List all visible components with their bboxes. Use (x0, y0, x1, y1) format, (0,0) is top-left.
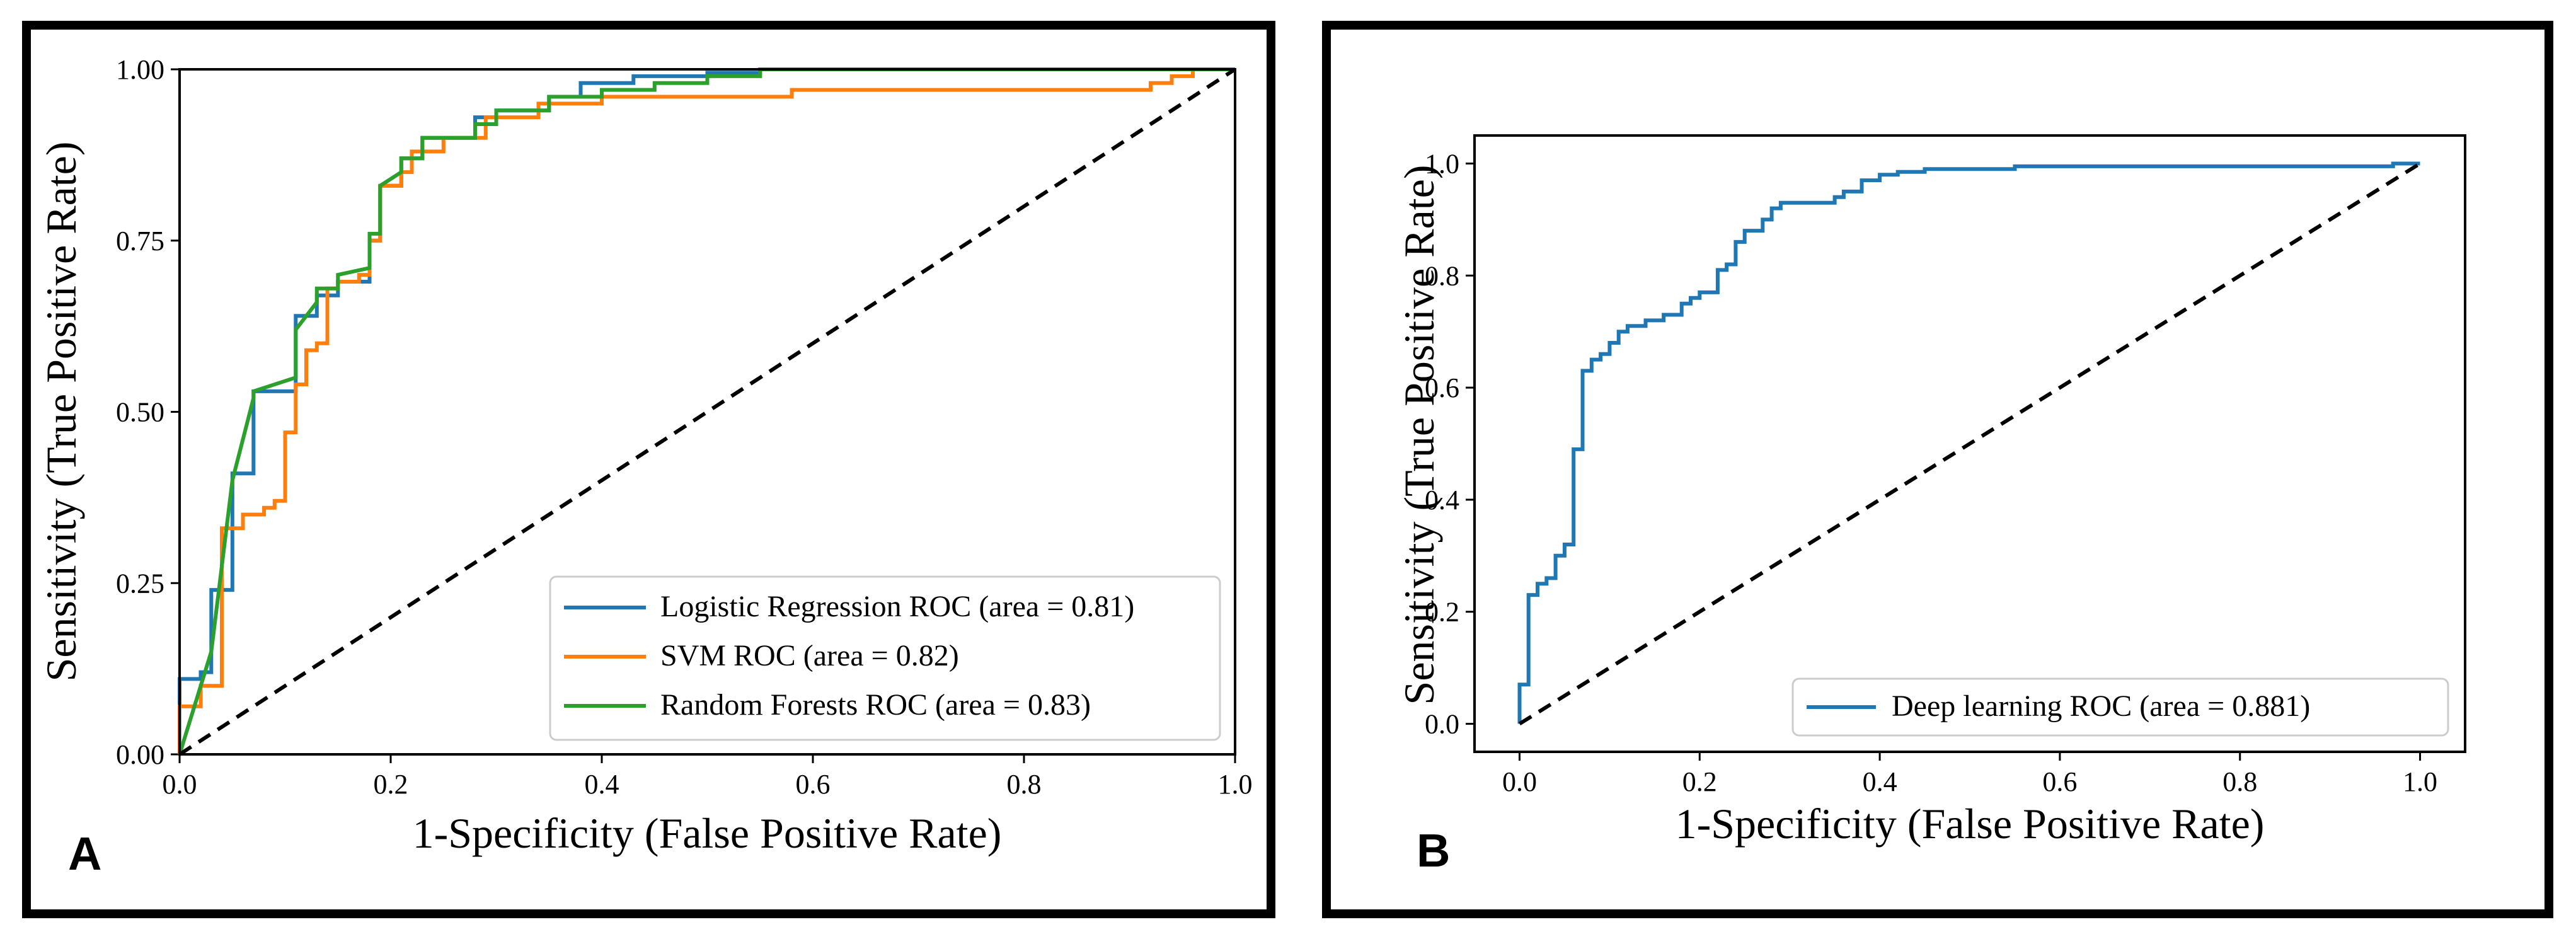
panel-a-letter: A (68, 827, 101, 880)
a-y-tick-label: 0.00 (116, 739, 164, 770)
a-y-tick-label: 0.25 (116, 568, 164, 599)
legend-label-logistic: Logistic Regression ROC (area = 0.81) (660, 590, 1134, 623)
b-y-tick-label: 0.8 (1425, 260, 1459, 291)
roc-curve-random-forests-roc (178, 67, 1235, 755)
b-x-tick-label: 0.8 (2222, 766, 2257, 797)
b-x-tick-label: 0.6 (2042, 766, 2077, 797)
panel-a-series (178, 67, 1236, 756)
panel-b-x-axis-label: 1-Specificity (False Positive Rate) (1676, 800, 2265, 848)
legend-label-svm: SVM ROC (area = 0.82) (660, 639, 959, 672)
panel-a-frame (22, 21, 1275, 918)
panel-b-y-axis-label: Sensitivity (True Positive Rate) (1395, 165, 1443, 705)
chance-diagonal-line (178, 67, 1236, 756)
panel-b-ticks: 0.0 0.2 0.4 0.6 0.8 1.0 0.0 0.2 0.4 0.6 0.8 1.0 (1425, 148, 2437, 797)
a-y-tick-label: 0.50 (116, 397, 164, 428)
a-x-tick-label: 0.6 (796, 769, 831, 800)
panel-a-legend: Logistic Regression ROC (area = 0.81) SV… (549, 575, 1221, 741)
a-x-tick-label: 0.0 (163, 769, 197, 800)
chance-diagonal-line (1518, 161, 2422, 726)
panel-b-axes-frame (1473, 134, 2466, 753)
b-y-tick-label: 0.4 (1425, 485, 1459, 516)
b-x-tick-label: 0.4 (1863, 766, 1897, 797)
b-x-tick-label: 0.2 (1682, 766, 1717, 797)
b-y-tick-label: 1.0 (1425, 148, 1459, 179)
panel-b-legend: Deep learning ROC (area = 0.881) (1791, 677, 2449, 737)
a-y-tick-label: 1.00 (116, 54, 164, 85)
panel-b-frame (1322, 21, 2553, 918)
roc-curve-svm-roc (178, 67, 1235, 754)
roc-curve-deep-learning-roc (1517, 161, 2420, 724)
panel-b-chart: 0.0 0.2 0.4 0.6 0.8 1.0 0.0 0.2 0.4 0.6 0.8 1.0 Dee… (1395, 134, 2466, 877)
panel-a-x-axis-label: 1-Specificity (False Positive Rate) (413, 809, 1002, 857)
b-x-tick-label: 0.0 (1502, 766, 1537, 797)
legend-label-deep-learning: Deep learning ROC (area = 0.881) (1892, 689, 2310, 723)
b-y-tick-label: 0.2 (1425, 597, 1459, 628)
panel-b-letter: B (1417, 824, 1450, 877)
panel-b-legend-box (1791, 677, 2449, 737)
b-x-tick-label: 1.0 (2403, 766, 2437, 797)
panel-a-ticks: 0.0 0.2 0.4 0.6 0.8 1.0 0.00 0.25 0.50 0.75 1.00 (116, 54, 1253, 800)
panel-a-y-axis-label: Sensitivity (True Positive Rate) (37, 142, 85, 682)
a-y-tick-label: 0.75 (116, 226, 164, 256)
a-x-tick-label: 1.0 (1218, 769, 1253, 800)
panel-a-legend-box (549, 575, 1221, 741)
panel-b-series (1517, 161, 2422, 726)
panel-a-axes-frame (178, 68, 1236, 756)
legend-label-random-forests: Random Forests ROC (area = 0.83) (660, 688, 1091, 722)
a-x-tick-label: 0.4 (585, 769, 619, 800)
a-x-tick-label: 0.8 (1007, 769, 1042, 800)
b-y-tick-label: 0.6 (1425, 372, 1459, 403)
panel-a-chart: 0.0 0.2 0.4 0.6 0.8 1.0 0.00 0.25 0.50 0.75 1.00 L… (37, 54, 1253, 880)
b-y-tick-label: 0.0 (1425, 709, 1459, 740)
a-x-tick-label: 0.2 (374, 769, 408, 800)
